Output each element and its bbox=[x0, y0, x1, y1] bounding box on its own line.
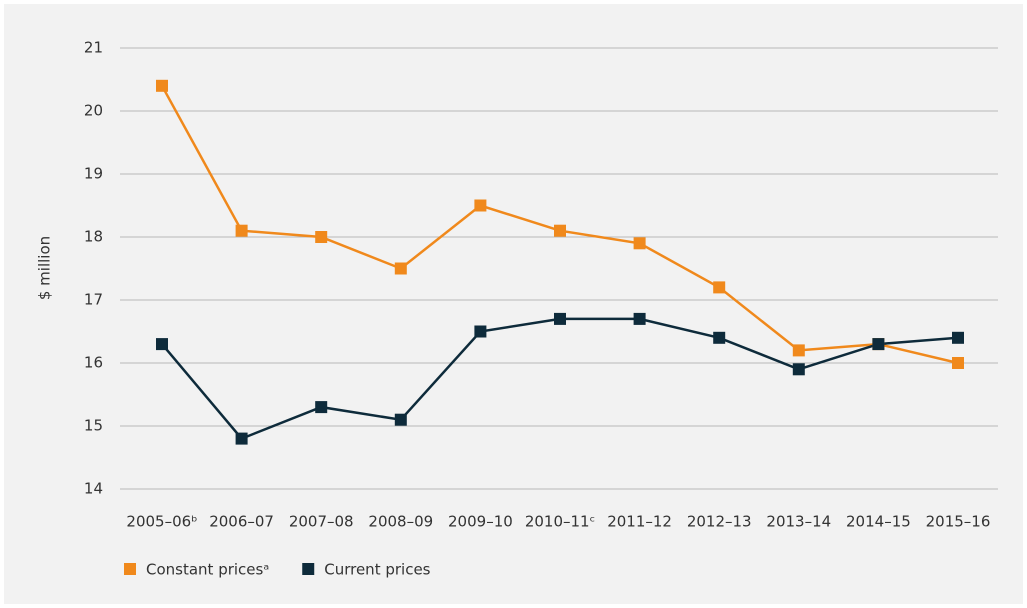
marker bbox=[633, 312, 646, 325]
y-tick-label: 20 bbox=[84, 102, 103, 120]
marker bbox=[554, 224, 566, 237]
marker bbox=[315, 231, 328, 243]
x-tick-label: 2007–08 bbox=[289, 513, 354, 531]
marker bbox=[235, 224, 248, 237]
x-tick-label: 2011–12 bbox=[607, 513, 672, 531]
y-tick-label: 19 bbox=[84, 165, 103, 183]
marker bbox=[315, 401, 328, 414]
y-tick-label: 21 bbox=[84, 39, 103, 57]
marker bbox=[474, 199, 487, 212]
legend-swatch bbox=[302, 563, 315, 575]
y-tick-label: 17 bbox=[84, 291, 103, 309]
marker bbox=[713, 281, 726, 294]
marker bbox=[952, 331, 964, 344]
x-tick-label: 2005–06ᵇ bbox=[126, 513, 197, 531]
x-tick-label: 2010–11ᶜ bbox=[525, 513, 595, 531]
marker bbox=[713, 331, 726, 344]
marker bbox=[156, 79, 168, 92]
y-axis-label: $ million bbox=[36, 236, 54, 300]
marker bbox=[952, 357, 964, 369]
y-tick-label: 14 bbox=[84, 480, 103, 498]
marker bbox=[394, 413, 407, 426]
x-tick-label: 2015–16 bbox=[926, 513, 991, 531]
x-tick-label: 2014–15 bbox=[846, 513, 911, 531]
marker bbox=[792, 344, 805, 357]
marker bbox=[792, 363, 805, 376]
legend-label: Constant pricesᵃ bbox=[146, 561, 269, 579]
marker bbox=[633, 237, 646, 250]
legend-swatch bbox=[124, 563, 136, 575]
y-tick-label: 15 bbox=[84, 417, 103, 435]
panel bbox=[4, 4, 1023, 604]
marker bbox=[554, 312, 566, 325]
x-tick-label: 2012–13 bbox=[687, 513, 752, 531]
x-tick-label: 2008–09 bbox=[368, 513, 433, 531]
marker bbox=[474, 325, 487, 338]
marker bbox=[235, 432, 248, 445]
x-tick-label: 2006–07 bbox=[209, 513, 274, 531]
legend-label: Current prices bbox=[324, 561, 430, 579]
y-tick-label: 16 bbox=[84, 354, 103, 372]
marker bbox=[394, 262, 407, 275]
x-tick-label: 2013–14 bbox=[766, 513, 831, 531]
marker bbox=[156, 338, 168, 351]
x-tick-label: 2009–10 bbox=[448, 513, 513, 531]
marker bbox=[872, 338, 885, 351]
y-tick-label: 18 bbox=[84, 228, 103, 246]
